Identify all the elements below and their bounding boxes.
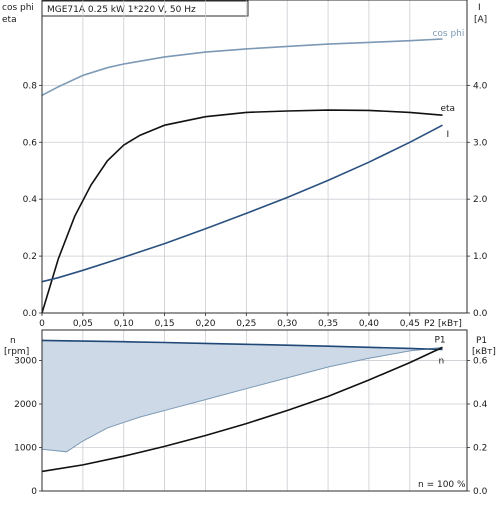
bottom-left-axis-label-n: n (10, 336, 16, 346)
speed-range-band (42, 340, 443, 452)
x-tick-label: 0,20 (195, 319, 215, 329)
bottom-left-tick-label: 1000 (14, 443, 37, 453)
bottom-right-tick-label: 0.2 (473, 443, 487, 453)
series-line-eta (41, 109, 443, 314)
fill-layer (42, 340, 443, 452)
bottom-left-tick-label: 3000 (14, 356, 37, 366)
top-right-axis-label-i: I (478, 3, 481, 13)
bottom-right-tick-label: 0.4 (473, 400, 488, 410)
bottom-right-axis-label-p1: P1 (476, 336, 487, 346)
top-left-axis-label-cosphi: cos phi (2, 3, 34, 13)
series-label-layer: cos phi eta In P1 (432, 29, 464, 367)
top-right-tick-label: 4.0 (473, 81, 488, 91)
bottom-left-tick-label: 0 (31, 487, 37, 497)
top-right-tick-label: 3.0 (473, 138, 488, 148)
x-tick-label: 0,05 (73, 319, 93, 329)
x-axis-label: P2 [кВт] (424, 319, 462, 329)
bottom-right-tick-label: 0.0 (473, 487, 488, 497)
top-left-tick-label: 0.0 (23, 309, 38, 319)
chart-title: MGE71A 0.25 kW 1*220 V, 50 Hz (47, 5, 196, 15)
tick-layer: 0.0 0.2 0.4 0.6 0.8 0.0 1.0 2.0 3.0 4.0 0 1000 2000 3… (14, 81, 487, 497)
x-tick-label: 0 (39, 319, 45, 329)
bottom-right-tick-label: 0.6 (473, 356, 488, 366)
x-tick-label: 0,15 (155, 319, 175, 329)
bottom-left-tick-label: 2000 (14, 400, 37, 410)
bottom-left-axis-label-rpm: [rpm] (4, 347, 29, 357)
frame-layer (41, 0, 468, 492)
series-layer (41, 38, 443, 473)
series-label-cos-phi: cos phi (432, 29, 464, 39)
series-line-cos-phi (41, 38, 443, 97)
top-left-tick-label: 0.2 (23, 252, 37, 262)
series-line-p1 (41, 346, 443, 473)
series-label-eta: eta (440, 104, 455, 114)
top-left-tick-label: 0.4 (23, 195, 38, 205)
x-tick-label: 0,40 (359, 319, 379, 329)
x-tick-label: 0,45 (400, 319, 420, 329)
top-plot-frame (41, 0, 468, 314)
x-tick-label: 0,30 (277, 319, 297, 329)
top-left-axis-label-eta: eta (2, 15, 17, 25)
top-right-tick-label: 0.0 (473, 309, 488, 319)
speed-annotation: n = 100 % (418, 480, 466, 490)
series-line-n (41, 339, 443, 351)
x-tick-label: 0,35 (318, 319, 338, 329)
x-tick-label: 0,25 (236, 319, 256, 329)
series-line-band-lower (41, 346, 443, 453)
top-left-tick-label: 0.8 (23, 81, 38, 91)
top-right-tick-label: 2.0 (473, 195, 488, 205)
bottom-plot-frame (41, 329, 468, 492)
series-line-i (41, 124, 443, 283)
top-right-axis-label-unit: [A] (474, 15, 487, 25)
top-left-tick-label: 0.6 (23, 138, 38, 148)
series-label-n: n (438, 356, 444, 366)
series-label-p1: P1 (434, 335, 445, 345)
x-tick-label: 0,10 (114, 319, 134, 329)
bottom-right-axis-label-unit: [кВт] (472, 347, 496, 357)
top-right-tick-label: 1.0 (473, 252, 488, 262)
series-label-i: I (446, 130, 449, 140)
